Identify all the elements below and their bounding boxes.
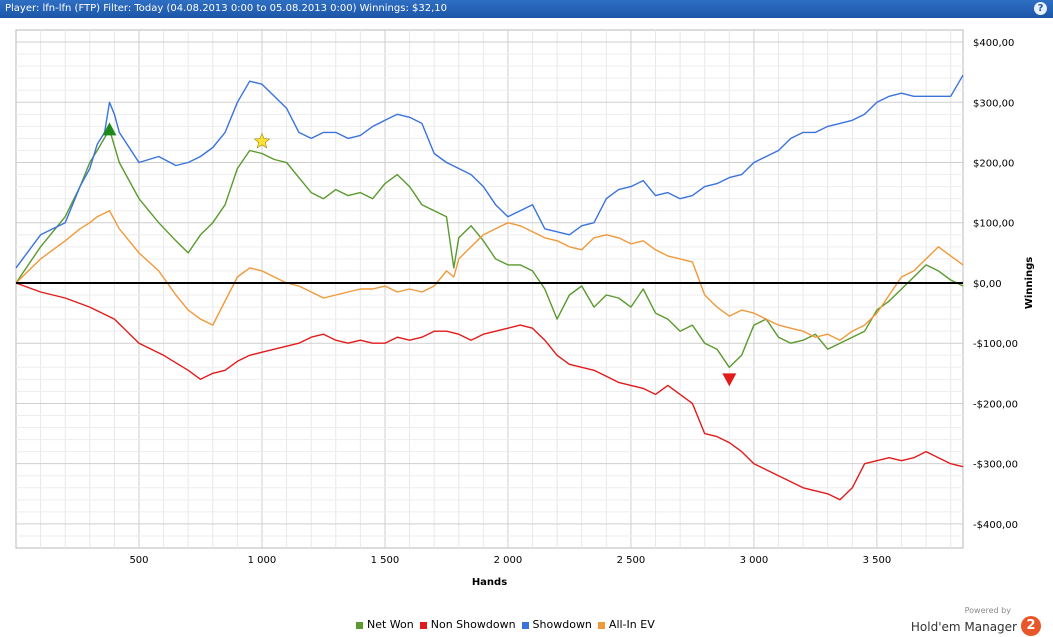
branding: Powered by Hold'em Manager 2 [911, 606, 1041, 636]
x-tick-label: 1 500 [371, 555, 400, 566]
chart-legend: Net Won Non Showdown Showdown All-In EV [356, 618, 661, 631]
title-bar: Player: lfn-lfn (FTP) Filter: Today (04.… [0, 0, 1053, 18]
legend-label: All-In EV [608, 618, 655, 631]
x-tick-label: 3 000 [740, 555, 769, 566]
star-marker-icon [253, 132, 271, 149]
x-tick-label: 2 500 [617, 555, 646, 566]
y-tick-label: $400,00 [973, 38, 1014, 49]
y-axis-title: Winnings [1024, 257, 1035, 309]
max-marker-icon [102, 122, 117, 136]
series-line-showdown [15, 74, 964, 269]
x-axis-title: Hands [472, 577, 507, 588]
legend-label: Net Won [367, 618, 414, 631]
legend-swatch [597, 621, 605, 629]
x-tick-label: 500 [129, 555, 148, 566]
legend-swatch [356, 621, 363, 629]
legend-swatch [521, 621, 529, 629]
legend-swatch [419, 621, 427, 629]
x-tick-label: 2 000 [494, 555, 523, 566]
hem2-logo-icon: 2 [1021, 615, 1041, 636]
legend-item-net-won[interactable]: Net Won [356, 618, 414, 631]
chart-grid [15, 29, 964, 549]
powered-by-text: Powered by [964, 606, 1011, 615]
plot-area [15, 29, 964, 549]
help-icon[interactable]: ? [1034, 2, 1047, 15]
series-layer [15, 74, 964, 501]
player-filter-title: Player: lfn-lfn (FTP) Filter: Today (04.… [5, 3, 447, 14]
axes-layer: 500 1 000 1 500 2 000 2 500 3 000 3 500 $400,00… [129, 38, 1018, 566]
y-tick-label: $200,00 [973, 159, 1014, 170]
y-tick-label: -$200,00 [973, 399, 1018, 410]
legend-label: Showdown [532, 618, 592, 631]
series-line-all-in-ev [15, 209, 964, 341]
legend-label: Non Showdown [430, 618, 516, 631]
y-tick-label: -$300,00 [973, 460, 1018, 471]
y-tick-label: $300,00 [973, 98, 1014, 109]
legend-item-non-showdown[interactable]: Non Showdown [419, 618, 516, 631]
min-marker-icon [722, 373, 737, 387]
y-tick-label: -$100,00 [973, 339, 1018, 350]
legend-item-showdown[interactable]: Showdown [521, 618, 592, 631]
y-tick-label: -$400,00 [973, 520, 1018, 531]
marker-layer [102, 122, 737, 387]
winnings-chart: 500 1 000 1 500 2 000 2 500 3 000 3 500 $400,00… [15, 29, 1035, 588]
x-tick-label: 1 000 [248, 555, 277, 566]
series-line-net-won [15, 128, 964, 368]
y-tick-label: $100,00 [973, 219, 1014, 230]
x-tick-label: 3 500 [863, 555, 892, 566]
product-name: Hold'em Manager [910, 619, 1017, 634]
series-line-non-showdown [15, 282, 964, 501]
legend-item-all-in-ev[interactable]: All-In EV [597, 618, 655, 631]
y-tick-label: $0,00 [973, 279, 1002, 290]
